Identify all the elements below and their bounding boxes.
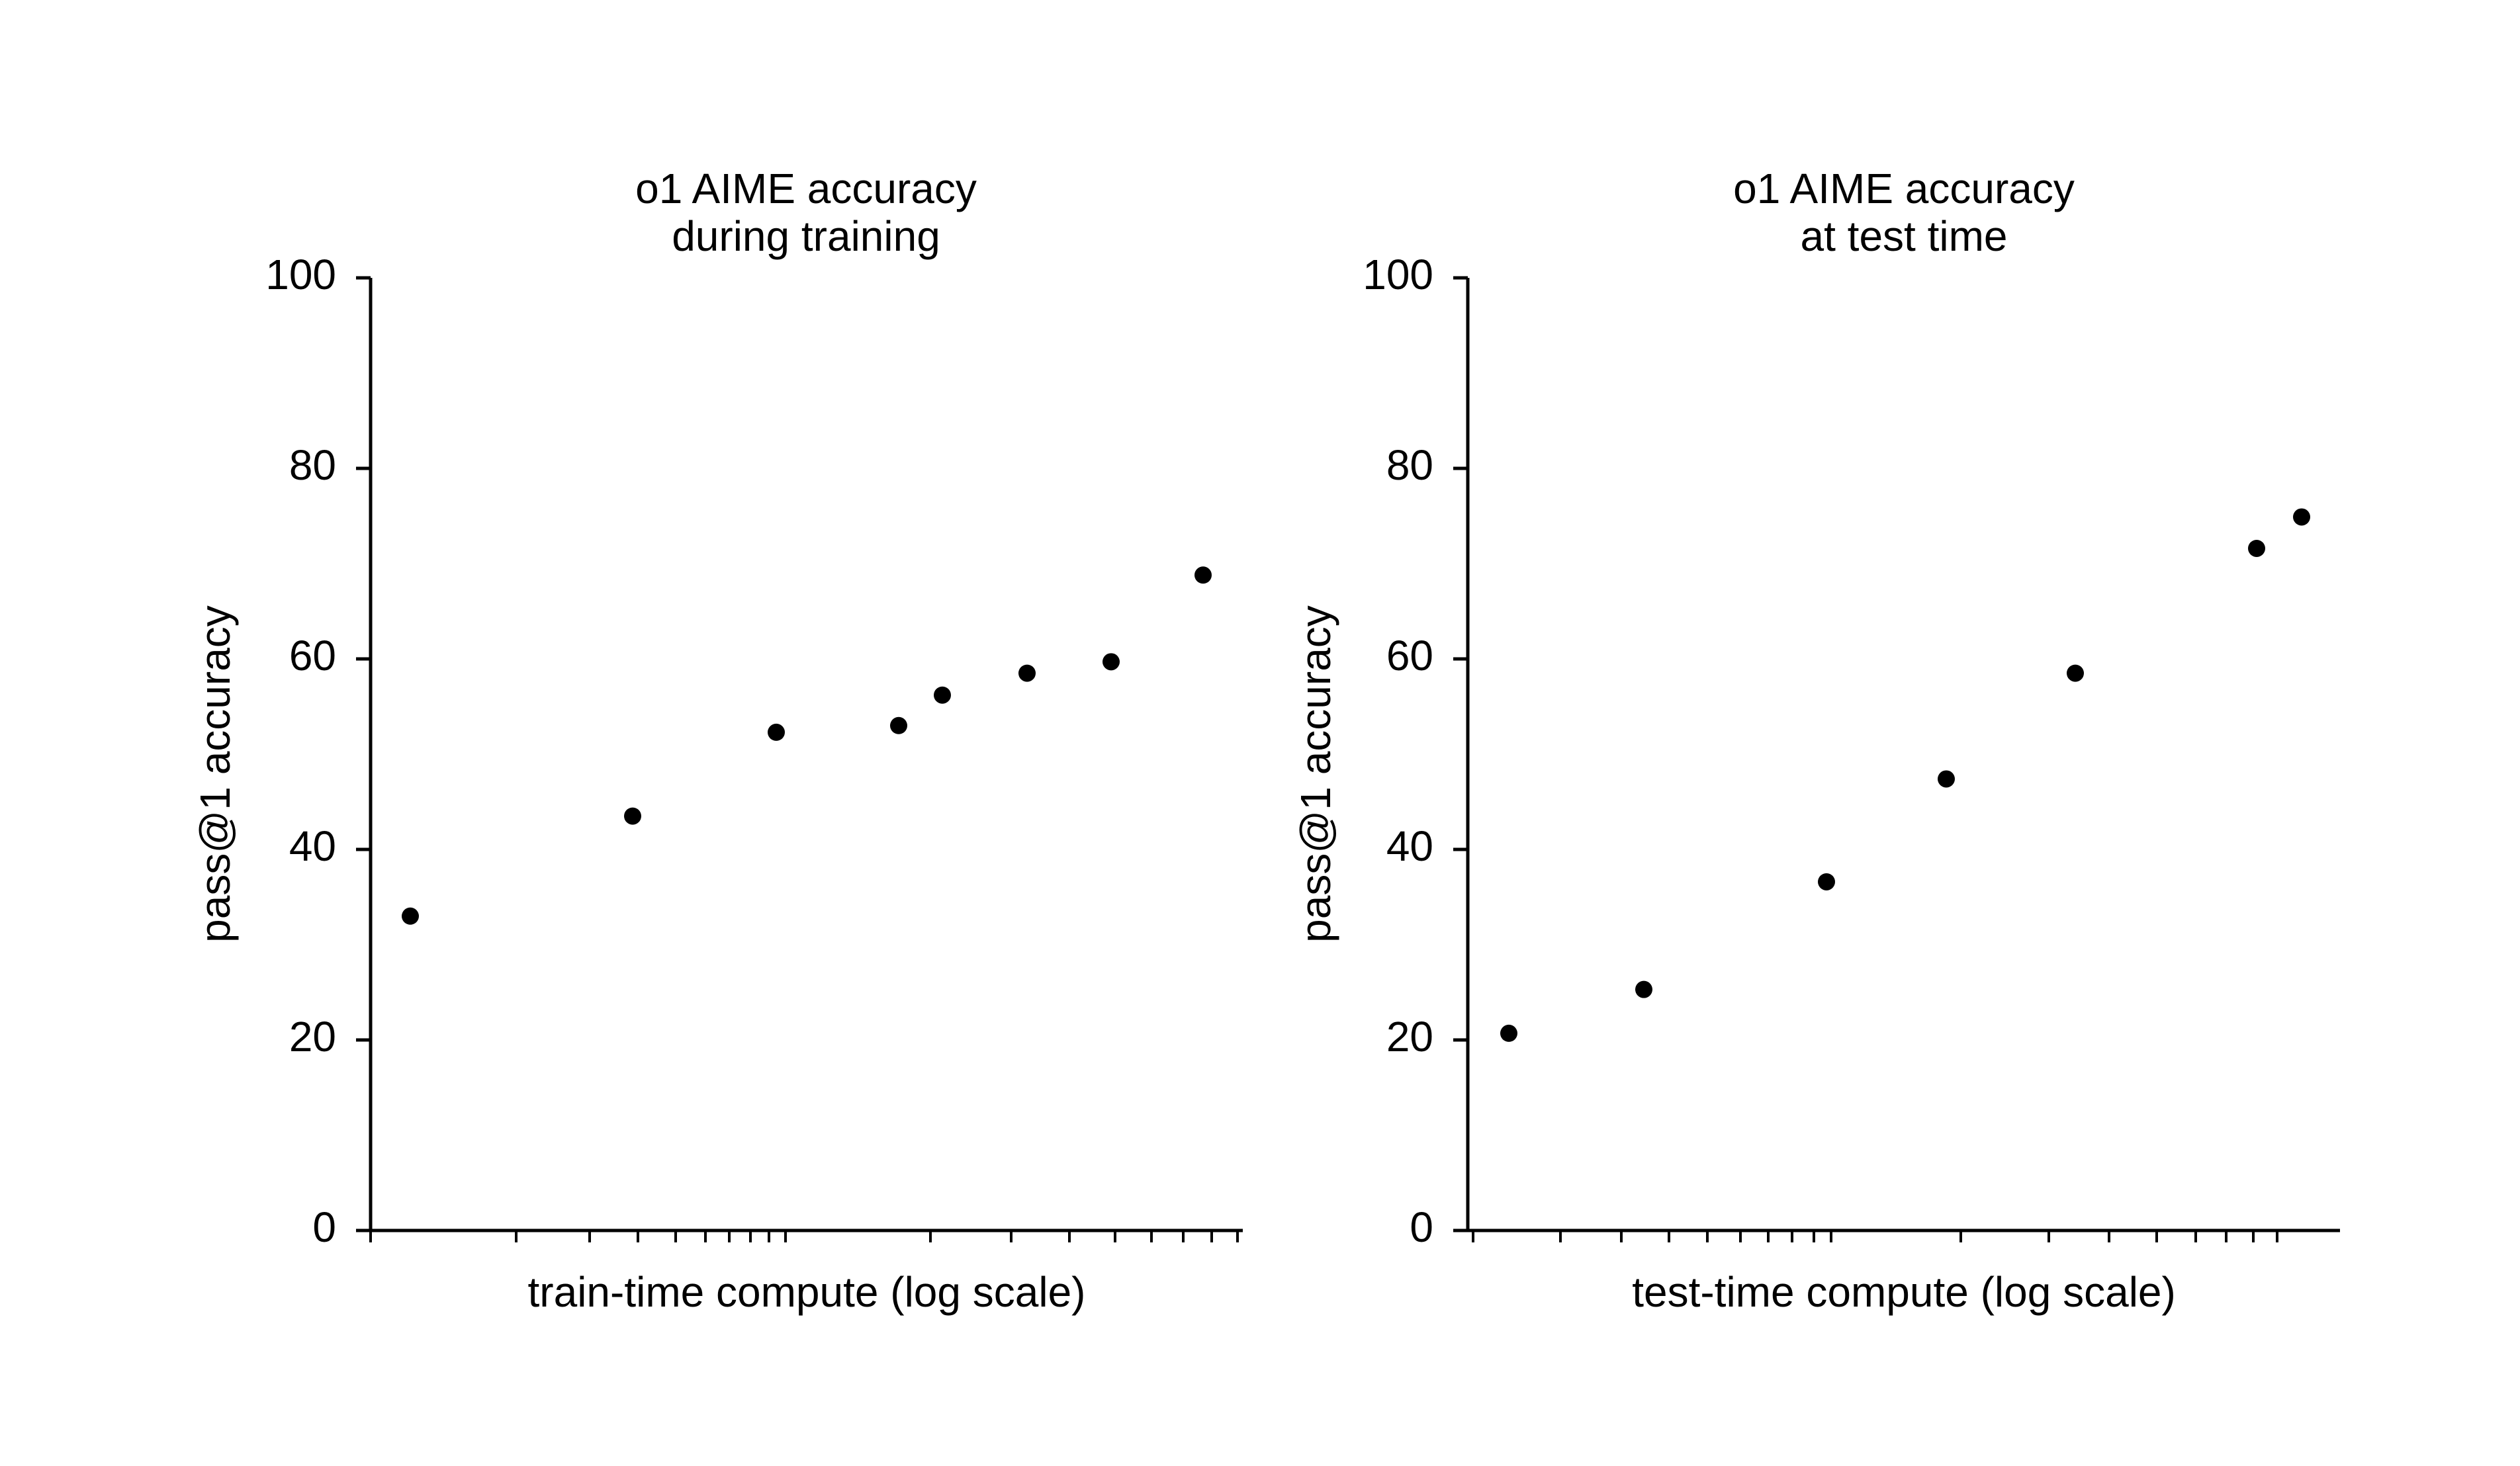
data-point (1818, 873, 1835, 890)
y-tick-label: 40 (1386, 822, 1433, 870)
data-point (1500, 1024, 1517, 1042)
data-point (1018, 664, 1036, 682)
y-tick-label: 40 (289, 822, 336, 870)
x-axis-label: train-time compute (log scale) (528, 1268, 1086, 1316)
data-point (2067, 664, 2084, 682)
data-point (890, 716, 907, 734)
y-tick-label: 60 (1386, 632, 1433, 679)
y-axis-label: pass@1 accuracy (191, 605, 239, 943)
data-point (934, 686, 951, 704)
y-tick-label: 100 (265, 251, 336, 298)
y-tick-label: 0 (312, 1203, 336, 1251)
data-point (402, 907, 419, 925)
chart-title-line-1: o1 AIME accuracy (635, 165, 977, 212)
y-tick-label: 0 (1410, 1203, 1433, 1251)
y-tick-label: 20 (1386, 1013, 1433, 1060)
data-point (624, 807, 641, 825)
chart-title-line-2: during training (672, 212, 940, 260)
data-point (1635, 980, 1652, 998)
data-point (768, 723, 785, 741)
y-axis-label: pass@1 accuracy (1292, 605, 1339, 943)
y-tick-label: 20 (289, 1013, 336, 1060)
data-point (1194, 566, 1212, 584)
chart-title-line-1: o1 AIME accuracy (1733, 165, 2075, 212)
x-axis-label: test-time compute (log scale) (1632, 1268, 2176, 1316)
chart-title-line-2: at test time (1801, 212, 2008, 260)
data-point (2248, 539, 2265, 557)
y-tick-label: 80 (289, 441, 336, 489)
data-point (2293, 508, 2310, 526)
y-tick-label: 60 (289, 632, 336, 679)
data-point (1102, 653, 1120, 671)
y-tick-label: 80 (1386, 441, 1433, 489)
y-tick-label: 100 (1363, 251, 1433, 298)
data-point (1938, 770, 1955, 788)
